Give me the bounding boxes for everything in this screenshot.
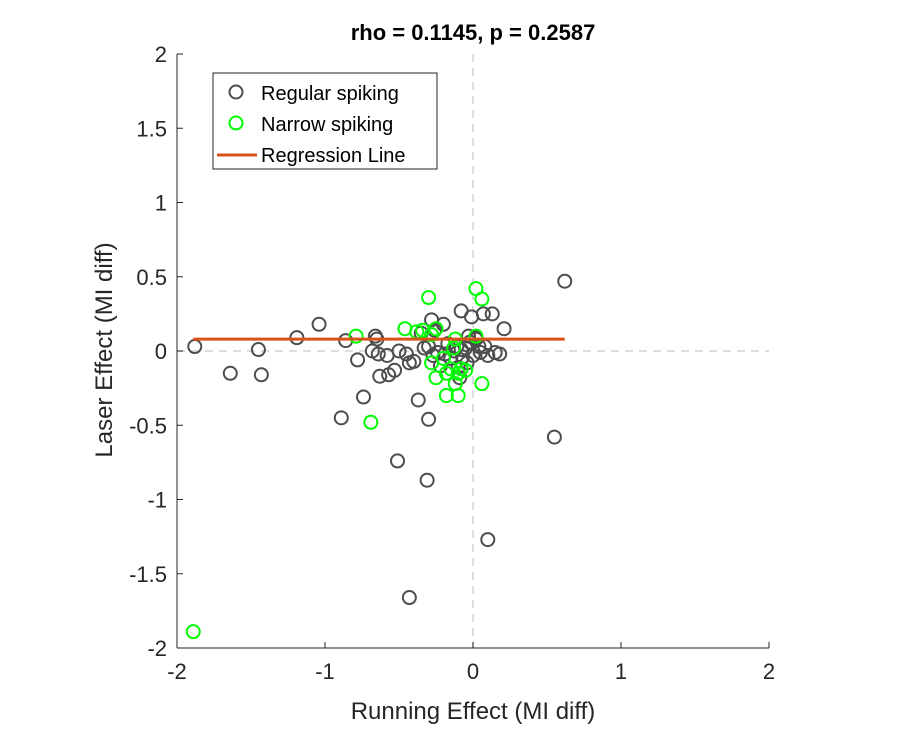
data-point-regular-spiking	[350, 352, 366, 368]
y-tick-label: 0	[155, 339, 167, 364]
x-tick-label: 1	[615, 659, 627, 684]
data-point-narrow-spiking	[438, 365, 454, 381]
data-point-regular-spiking	[370, 346, 386, 362]
data-point-regular-spiking	[390, 453, 406, 469]
data-point-narrow-spiking	[348, 328, 364, 344]
data-point-regular-spiking	[484, 306, 500, 322]
data-point-regular-spiking	[372, 368, 388, 384]
data-point-regular-spiking	[253, 367, 269, 383]
data-point-regular-spiking	[419, 472, 435, 488]
legend-box	[212, 72, 438, 170]
data-point-regular-spiking	[250, 342, 266, 358]
legend-label-narrow-spiking: Narrow spiking	[261, 114, 393, 136]
legend: Regular spiking Narrow spiking Regressio…	[212, 72, 438, 170]
y-tick-label: 1.5	[136, 116, 167, 141]
data-point-narrow-spiking	[428, 321, 444, 337]
data-point-narrow-spiking	[185, 624, 201, 640]
y-tick-label: -1.5	[129, 562, 167, 587]
data-point-regular-spiking	[475, 306, 491, 322]
y-tick-label: -1	[147, 488, 167, 513]
data-point-narrow-spiking	[468, 328, 484, 344]
x-tick-label: -1	[315, 659, 335, 684]
x-tick-label: 0	[467, 659, 479, 684]
y-tick-label: -0.5	[129, 413, 167, 438]
data-point-regular-spiking	[435, 316, 451, 332]
data-point-regular-spiking	[391, 343, 407, 359]
data-point-regular-spiking	[421, 411, 437, 427]
y-axis-label: Laser Effect (MI diff)	[91, 242, 118, 457]
x-tick-label: -2	[167, 659, 187, 684]
data-point-narrow-spiking	[474, 291, 490, 307]
data-point-regular-spiking	[401, 590, 417, 606]
legend-label-regular-spiking: Regular spiking	[261, 83, 399, 105]
y-tick-label: -2	[147, 636, 167, 661]
data-point-narrow-spiking	[450, 388, 466, 404]
x-tick-label: 2	[763, 659, 775, 684]
legend-item-narrow-spiking: Narrow spiking	[228, 114, 393, 136]
data-point-regular-spiking	[333, 410, 349, 426]
legend-marker-regular-spiking	[228, 84, 244, 100]
data-point-regular-spiking	[410, 392, 426, 408]
data-point-regular-spiking	[387, 362, 403, 378]
plot-area: -2 -1 0 1 2 -2 -1.5 -1 -0.5 0 0.5 1 1.5 2	[129, 42, 775, 684]
data-point-narrow-spiking	[458, 362, 474, 378]
data-point-narrow-spiking	[435, 350, 451, 366]
data-point-narrow-spiking	[438, 388, 454, 404]
data-point-regular-spiking	[355, 389, 371, 405]
data-point-regular-spiking	[406, 353, 422, 369]
data-point-regular-spiking	[480, 532, 496, 548]
legend-marker-narrow-spiking	[228, 115, 244, 131]
data-point-narrow-spiking	[443, 361, 459, 377]
y-tick-label: 0.5	[136, 265, 167, 290]
data-point-narrow-spiking	[446, 340, 462, 356]
data-point-narrow-spiking	[421, 290, 437, 306]
data-point-regular-spiking	[557, 273, 573, 289]
chart-title: rho = 0.1145, p = 0.2587	[351, 20, 596, 45]
y-tick-label: 1	[155, 191, 167, 216]
y-tick-label: 2	[155, 42, 167, 67]
data-point-narrow-spiking	[474, 376, 490, 392]
data-point-regular-spiking	[311, 316, 327, 332]
legend-label-regression-line: Regression Line	[261, 145, 406, 167]
x-axis-label: Running Effect (MI diff)	[351, 698, 596, 725]
data-point-regular-spiking	[222, 365, 238, 381]
data-point-regular-spiking	[492, 346, 508, 362]
legend-item-regression-line: Regression Line	[217, 145, 406, 167]
data-point-regular-spiking	[546, 429, 562, 445]
legend-item-regular-spiking: Regular spiking	[228, 83, 399, 105]
data-point-regular-spiking	[496, 321, 512, 337]
data-point-narrow-spiking	[363, 414, 379, 430]
